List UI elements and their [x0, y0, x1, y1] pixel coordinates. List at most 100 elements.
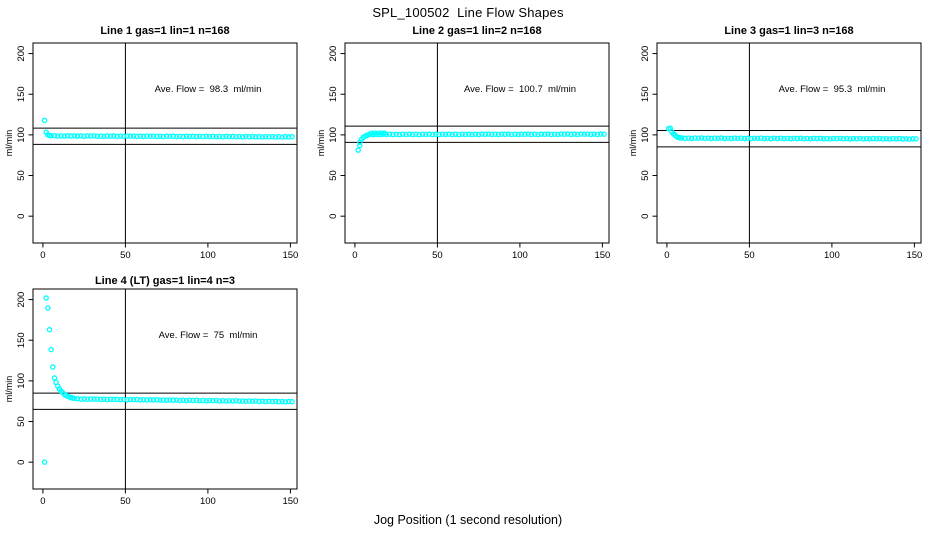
ave-flow-annotation: Ave. Flow = 98.3 ml/min: [154, 84, 262, 95]
data-point: [124, 397, 130, 403]
data-point: [558, 131, 564, 137]
data-point: [692, 135, 698, 141]
data-point: [134, 133, 140, 140]
data-point: [177, 397, 183, 404]
data-point: [373, 131, 380, 138]
data-point: [210, 397, 216, 404]
x-tick-label: 150: [282, 250, 298, 261]
data-point: [130, 396, 137, 403]
x-tick-label: 100: [200, 496, 216, 507]
data-point: [761, 135, 767, 142]
data-point: [814, 135, 820, 142]
data-point: [541, 131, 548, 138]
data-point: [94, 133, 101, 140]
data-point: [88, 396, 94, 402]
data-point: [728, 135, 735, 142]
data-point: [243, 398, 249, 405]
data-point: [272, 134, 279, 140]
data-point: [863, 135, 870, 142]
data-point: [900, 136, 906, 142]
data-point: [124, 133, 130, 139]
data-point: [380, 131, 386, 138]
data-point: [203, 133, 209, 140]
data-point: [682, 135, 688, 142]
data-point: [213, 133, 219, 140]
data-point: [512, 131, 518, 137]
data-point: [745, 135, 751, 142]
data-point: [121, 396, 127, 403]
subplot-title: Line 1 gas=1 lin=1 n=168: [100, 25, 230, 37]
data-point: [196, 397, 203, 404]
data-point: [167, 397, 173, 403]
data-point: [117, 133, 124, 139]
data-point: [150, 133, 157, 139]
data-point: [163, 397, 170, 404]
x-tick-label: 100: [512, 250, 528, 261]
data-point: [74, 133, 81, 139]
y-tick-label: 100: [16, 127, 27, 143]
page-title: SPL_100502 Line Flow Shapes: [372, 5, 564, 20]
data-point: [51, 132, 58, 139]
data-point: [376, 131, 383, 138]
y-tick-label: 100: [328, 127, 339, 143]
ave-flow-annotation: Ave. Flow = 100.7 ml/min: [463, 84, 577, 95]
data-point: [236, 133, 242, 140]
x-tick-label: 50: [744, 250, 755, 261]
data-point: [893, 136, 899, 142]
data-point: [137, 133, 143, 139]
data-point: [807, 136, 814, 142]
data-point: [111, 133, 117, 139]
data-point: [210, 133, 216, 140]
data-point: [903, 136, 909, 142]
data-point: [259, 398, 266, 405]
data-point: [594, 131, 601, 138]
data-point: [68, 133, 74, 139]
data-point: [117, 396, 124, 403]
data-point: [419, 131, 426, 137]
y-tick-label: 50: [16, 416, 27, 427]
data-point: [867, 136, 873, 142]
data-point: [409, 131, 416, 138]
data-point: [104, 396, 111, 403]
data-point: [797, 135, 804, 142]
data-point: [50, 364, 56, 370]
data-point: [791, 135, 797, 142]
data-point: [416, 131, 423, 138]
data-point: [465, 131, 472, 137]
data-point: [140, 133, 147, 140]
data-point: [41, 459, 48, 465]
x-tick-label: 100: [824, 250, 840, 261]
data-point: [246, 133, 252, 140]
data-point: [489, 131, 495, 138]
data-point: [824, 135, 830, 142]
data-point: [226, 133, 233, 140]
data-point: [850, 135, 857, 142]
subplot-title: Line 2 gas=1 lin=2 n=168: [412, 25, 542, 37]
data-point: [252, 134, 259, 140]
data-point: [147, 133, 153, 140]
data-point: [679, 135, 685, 141]
data-point: [272, 398, 279, 405]
data-point: [449, 131, 455, 138]
data-point: [880, 136, 886, 142]
data-point: [282, 399, 289, 405]
data-point: [97, 396, 104, 403]
data-point: [584, 131, 591, 137]
data-point: [239, 134, 246, 140]
data-point: [715, 135, 721, 142]
data-point: [249, 133, 256, 140]
x-tick-label: 0: [40, 496, 45, 507]
x-tick-label: 0: [352, 250, 357, 261]
data-point: [289, 133, 295, 140]
data-point: [495, 131, 502, 138]
data-point: [219, 134, 226, 140]
ave-flow-annotation: Ave. Flow = 75 ml/min: [158, 330, 258, 341]
data-point: [777, 135, 784, 141]
data-point: [186, 133, 193, 140]
data-point: [860, 136, 866, 142]
data-point: [574, 131, 581, 138]
data-point: [249, 398, 256, 404]
data-point: [51, 375, 58, 381]
data-point: [203, 398, 209, 404]
y-tick-label: 200: [328, 46, 339, 62]
